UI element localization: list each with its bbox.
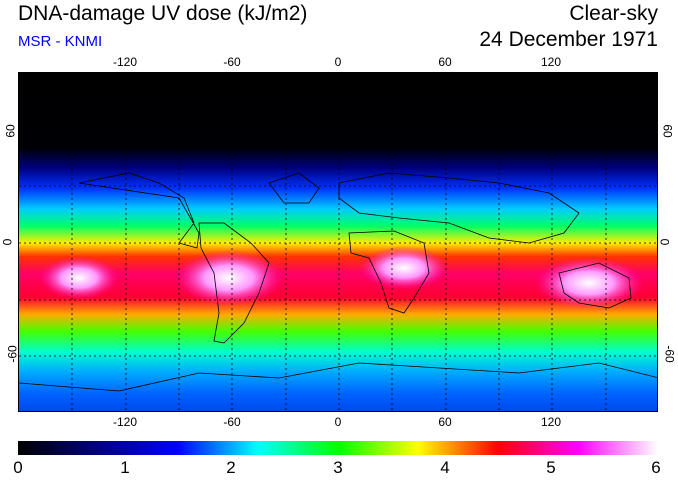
lon-tick-top: -120 xyxy=(112,55,138,69)
colorbar-label: 4 xyxy=(440,458,450,477)
colorbar-label: 0 xyxy=(13,458,23,477)
uv-hotspot xyxy=(174,250,284,306)
map-date: 24 December 1971 xyxy=(479,28,658,51)
lon-tick-top: 60 xyxy=(438,55,452,69)
colorbar-label: 1 xyxy=(120,458,130,477)
colorbar-label: 2 xyxy=(226,458,236,477)
lon-tick-bottom: 60 xyxy=(438,415,452,429)
lon-tick-top: -60 xyxy=(223,55,241,69)
colorbar-label: 5 xyxy=(546,458,556,477)
lon-tick-top: 120 xyxy=(540,55,562,69)
uv-hotspot xyxy=(534,257,644,309)
lat-tick-right: -60 xyxy=(662,345,677,363)
colorbar-label: 6 xyxy=(651,458,661,477)
lon-tick-bottom: -120 xyxy=(112,415,138,429)
uv-hotspot xyxy=(359,246,449,290)
lat-tick-left: 0 xyxy=(0,238,15,246)
map-canvas xyxy=(19,73,657,411)
lon-tick-bottom: 120 xyxy=(540,415,562,429)
lon-tick-bottom: -60 xyxy=(223,415,241,429)
uv-dose-field xyxy=(19,73,657,411)
colorbar-label: 3 xyxy=(333,458,343,477)
lat-tick-right: 60 xyxy=(660,124,675,138)
colorbar xyxy=(18,441,658,455)
uv-hotspot xyxy=(39,256,119,300)
lat-tick-right: 0 xyxy=(657,238,672,246)
lon-tick-bottom: 0 xyxy=(334,415,342,429)
lon-tick-top: 0 xyxy=(334,55,342,69)
map-source: MSR - KNMI xyxy=(18,33,103,50)
sky-condition: Clear-sky xyxy=(569,2,658,25)
graticule xyxy=(19,73,657,411)
map-title: DNA-damage UV dose (kJ/m2) xyxy=(18,2,308,25)
coastlines xyxy=(19,172,657,392)
lat-tick-left: 60 xyxy=(3,124,18,138)
uv-dose-map xyxy=(18,72,658,412)
